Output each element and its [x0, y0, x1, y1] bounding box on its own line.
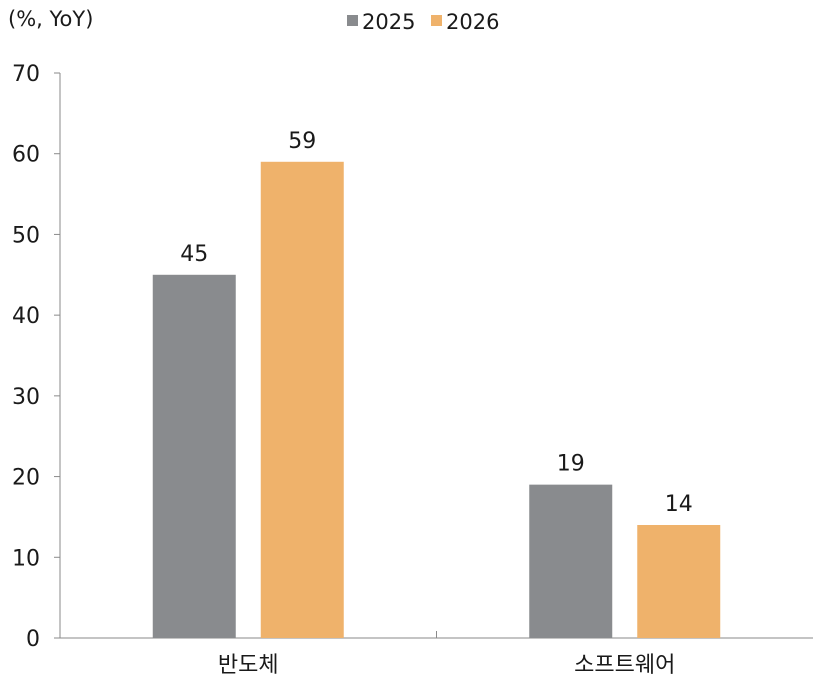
data-label-2026-cat-1: 59 — [288, 129, 316, 154]
y-tick-label-60: 60 — [12, 143, 40, 168]
y-tick-label-30: 30 — [12, 385, 40, 410]
y-tick-label-20: 20 — [12, 466, 40, 491]
data-label-2026-cat-2: 14 — [665, 492, 693, 517]
y-tick-label-10: 10 — [12, 546, 40, 571]
data-labels: 45 59 19 14 — [180, 129, 693, 517]
data-label-2025-cat-2: 19 — [557, 452, 585, 477]
y-tick-label-40: 40 — [12, 304, 40, 329]
legend-label-2026: 2026 — [446, 10, 499, 34]
legend-swatch-2025 — [347, 15, 358, 26]
y-tick-label-0: 0 — [26, 627, 40, 652]
legend: 2025 2026 — [347, 10, 499, 34]
bar-2026-cat-1 — [260, 161, 344, 639]
x-category-label-2: 소프트웨어 — [574, 653, 675, 678]
data-label-2025-cat-1: 45 — [180, 242, 208, 267]
y-tick-label-50: 50 — [12, 223, 40, 248]
legend-label-2025: 2025 — [362, 10, 415, 34]
bar-2025-cat-2 — [529, 484, 613, 638]
bars — [152, 161, 721, 639]
legend-swatch-2026 — [431, 15, 442, 26]
y-axis-unit-label: (%, YoY) — [8, 7, 93, 31]
x-category-label-1: 반도체 — [218, 653, 279, 678]
x-axis: 반도체 소프트웨어 — [60, 631, 813, 678]
bar-2026-cat-2 — [637, 525, 721, 638]
y-tick-label-70: 70 — [12, 62, 40, 87]
bar-2025-cat-1 — [152, 274, 236, 638]
y-axis: 0 10 20 30 40 50 60 70 — [12, 62, 61, 652]
